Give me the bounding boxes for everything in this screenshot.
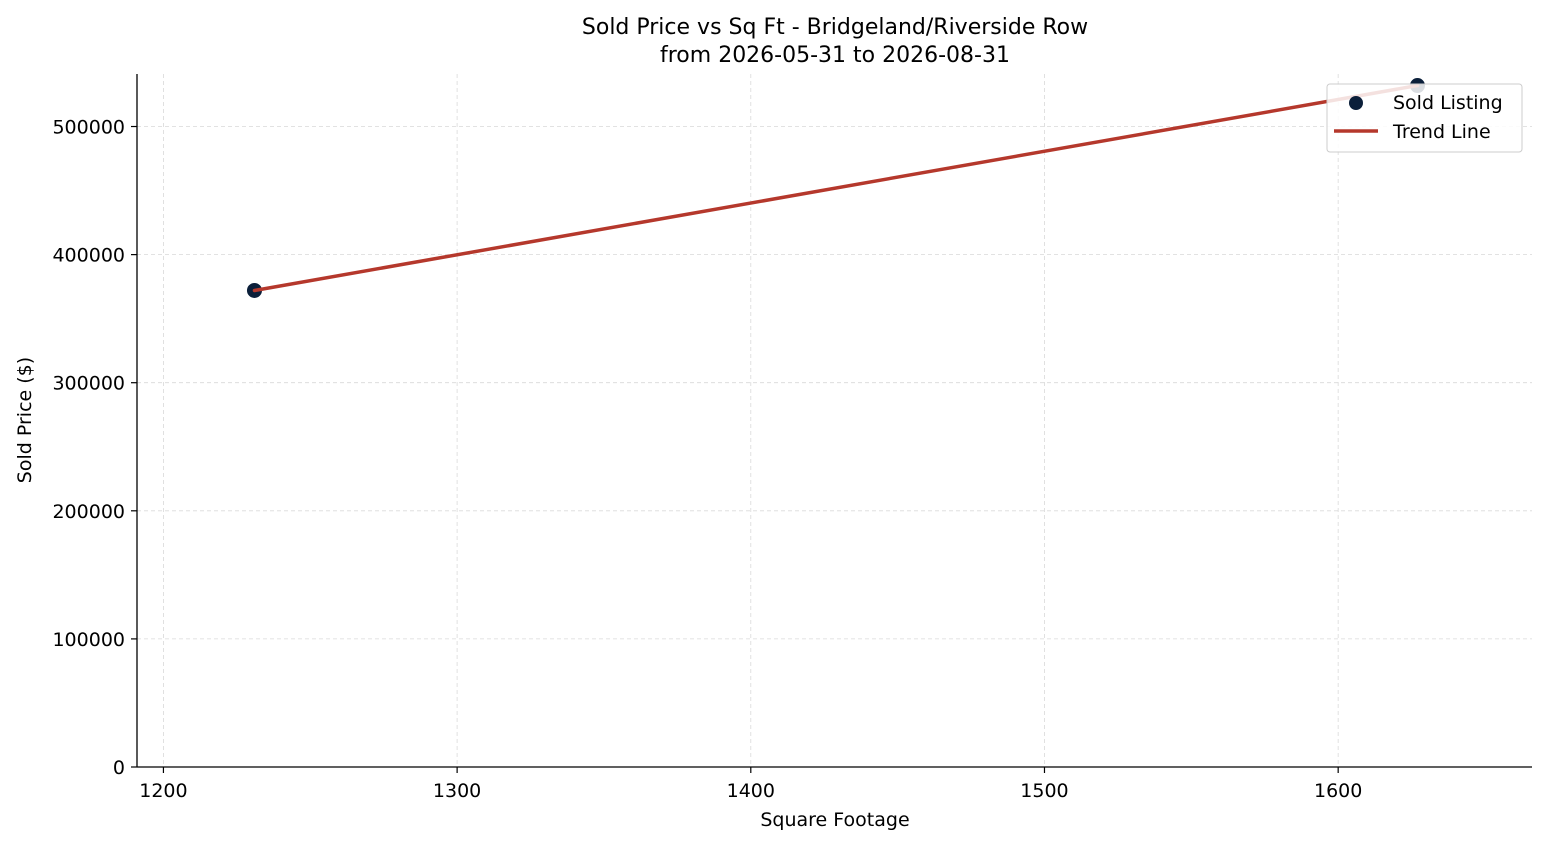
x-tick-label: 1600 bbox=[1314, 780, 1362, 802]
x-axis-label: Square Footage bbox=[760, 809, 909, 831]
chart-title: Sold Price vs Sq Ft - Bridgeland/Riversi… bbox=[582, 15, 1088, 40]
legend-label-sold-listing: Sold Listing bbox=[1393, 92, 1503, 114]
y-tick-label: 0 bbox=[113, 757, 125, 779]
x-tick-label: 1300 bbox=[433, 780, 481, 802]
grid bbox=[137, 74, 1532, 767]
x-tick-label: 1400 bbox=[727, 780, 775, 802]
legend-label-trend-line: Trend Line bbox=[1392, 121, 1491, 143]
trend-line bbox=[252, 83, 1420, 293]
x-tick-label: 1200 bbox=[139, 780, 187, 802]
y-tick-label: 500000 bbox=[52, 117, 125, 139]
legend-frame bbox=[1326, 83, 1523, 153]
y-tick-label: 200000 bbox=[52, 501, 125, 523]
axes bbox=[131, 74, 1532, 773]
legend: Sold Listing Trend Line bbox=[1326, 83, 1523, 153]
tick-labels: 1200 1300 1400 1500 1600 0 100000 200000 300000 4… bbox=[52, 117, 1362, 802]
y-tick-label: 100000 bbox=[52, 629, 125, 651]
y-tick-label: 400000 bbox=[52, 245, 125, 267]
y-tick-label: 300000 bbox=[52, 373, 125, 395]
x-tick-label: 1500 bbox=[1020, 780, 1068, 802]
legend-marker-sold-listing bbox=[1349, 96, 1363, 110]
chart-subtitle: from 2026-05-31 to 2026-08-31 bbox=[660, 43, 1010, 68]
y-axis-label: Sold Price ($) bbox=[14, 357, 36, 483]
series-layer bbox=[246, 78, 1425, 298]
